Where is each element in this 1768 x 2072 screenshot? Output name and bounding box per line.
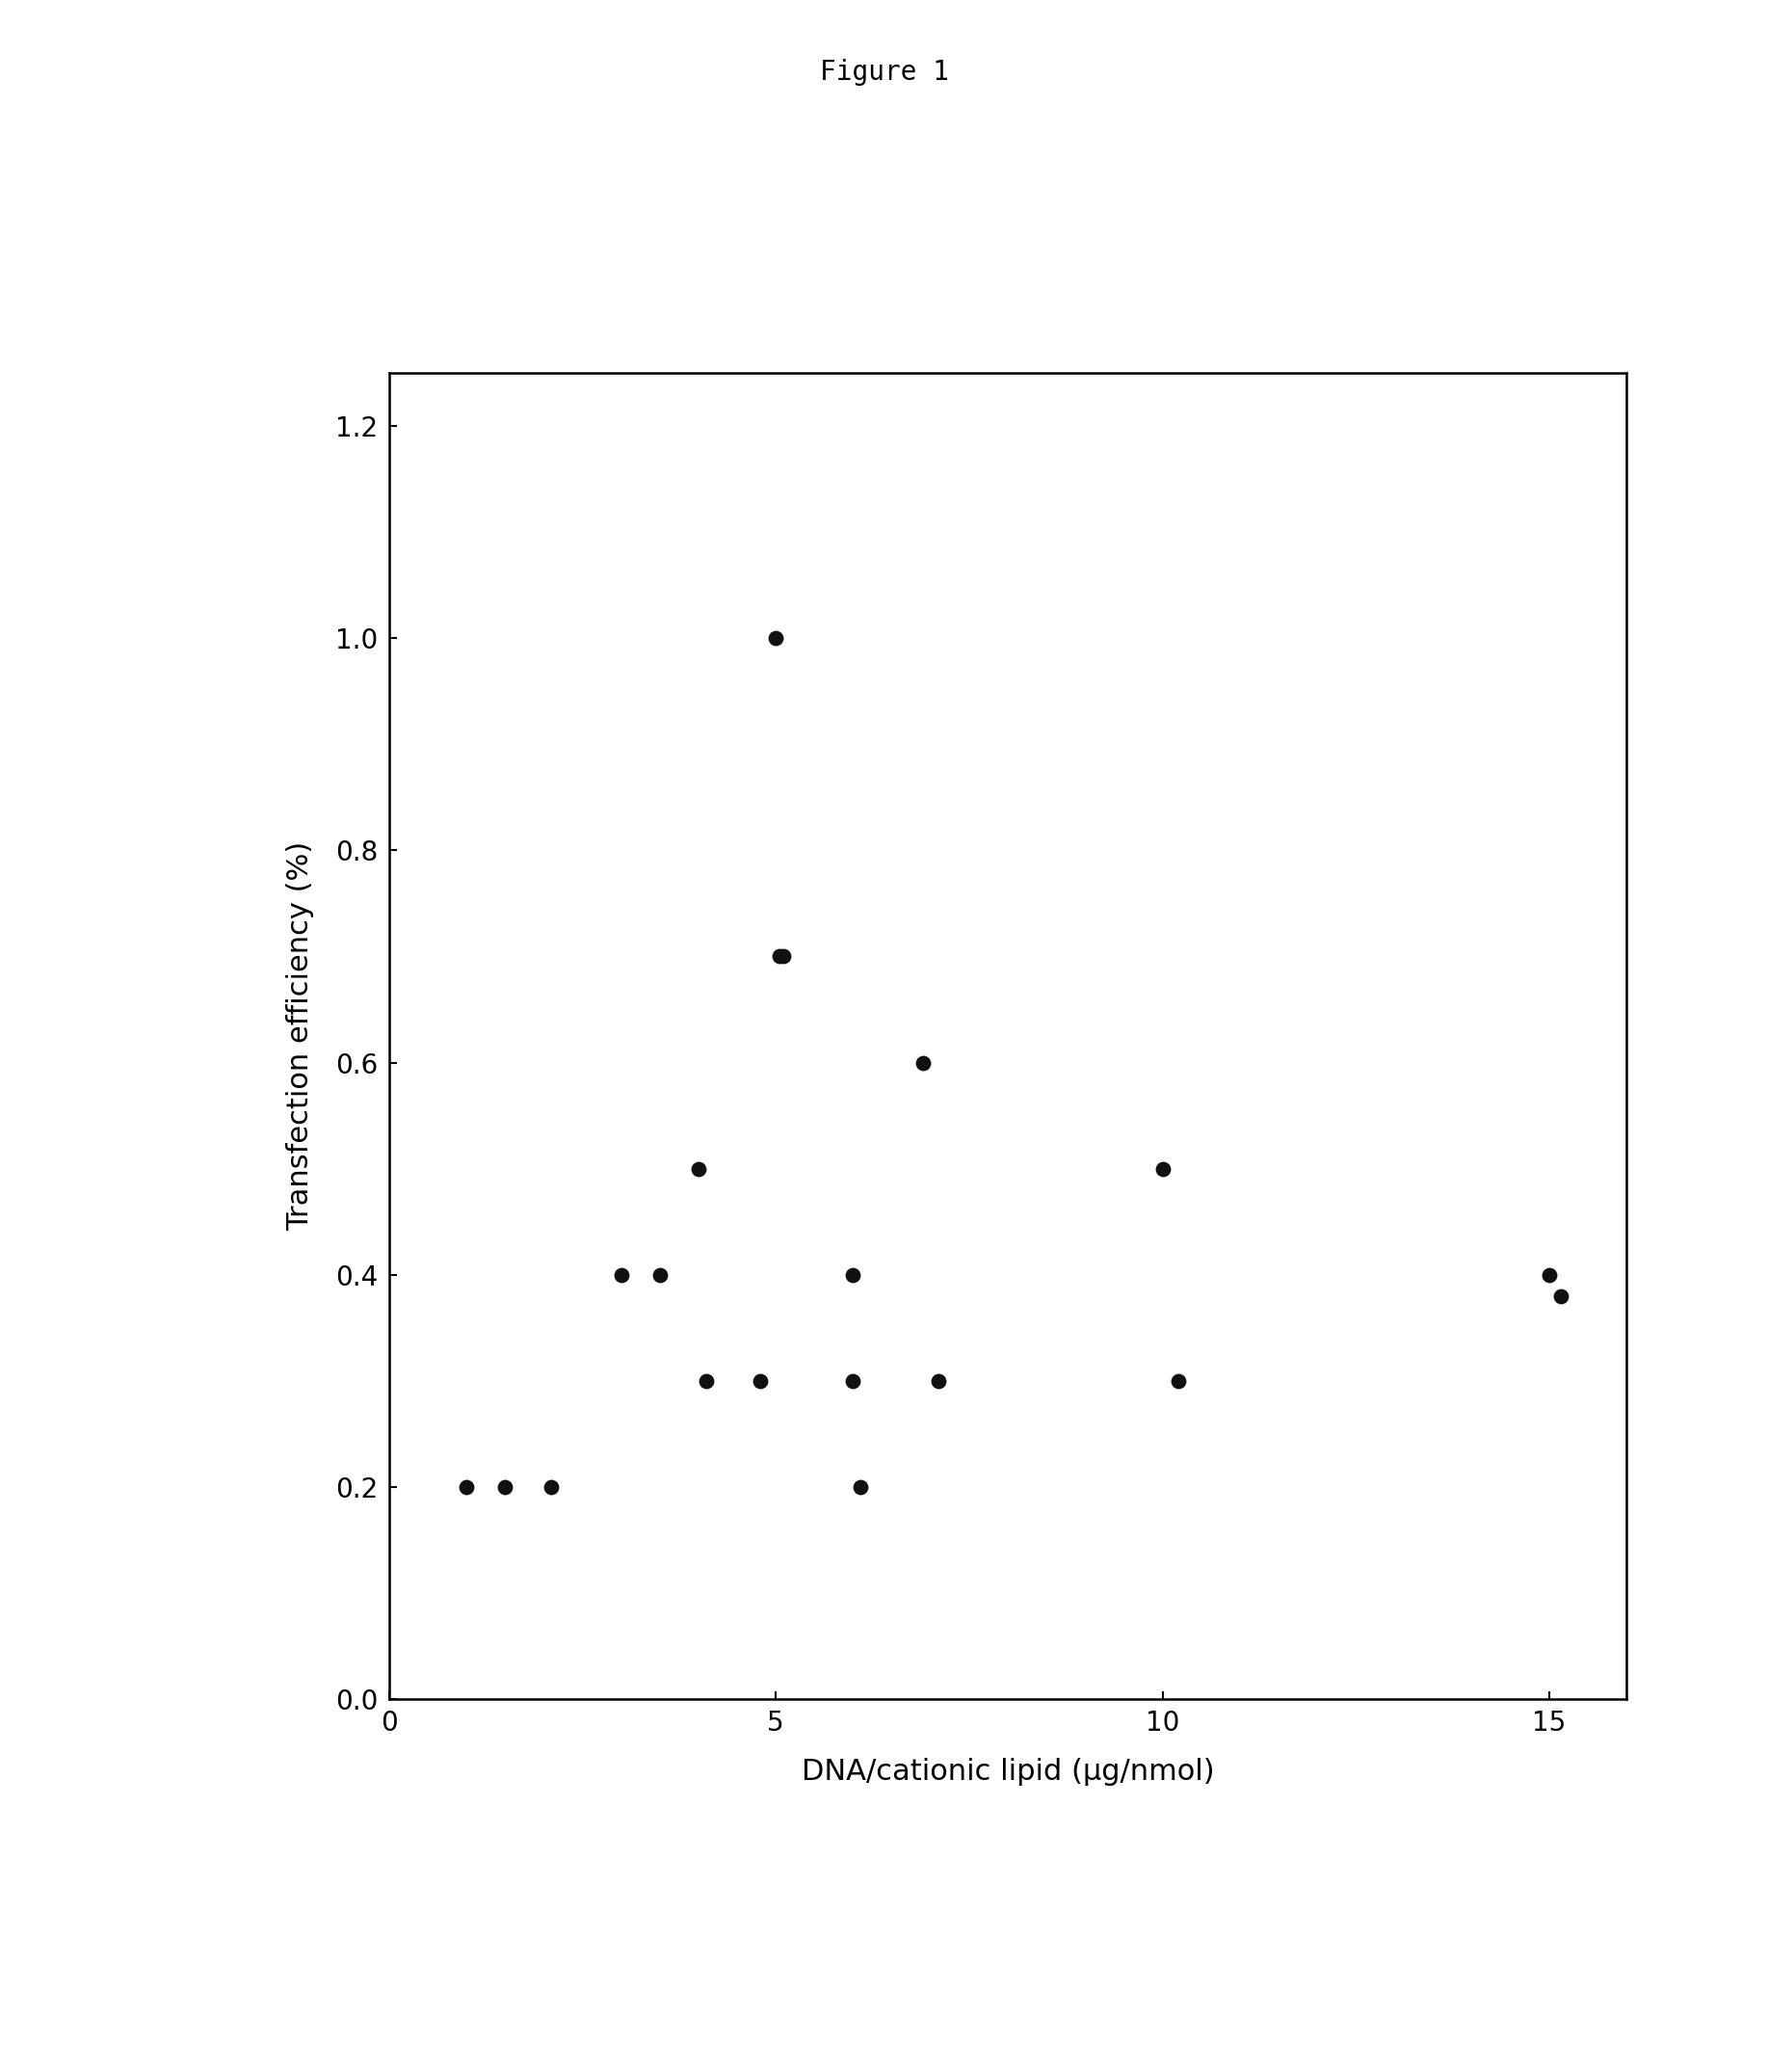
Y-axis label: Transfection efficiency (%): Transfection efficiency (%)	[286, 841, 315, 1231]
Point	[769, 941, 797, 974]
Point	[606, 1258, 635, 1291]
Point	[847, 1471, 875, 1504]
Point	[746, 1363, 774, 1397]
Point	[1149, 1152, 1177, 1185]
Point	[766, 941, 794, 974]
Point	[684, 1152, 713, 1185]
Point	[453, 1471, 481, 1504]
Point	[1547, 1278, 1575, 1312]
Point	[537, 1471, 566, 1504]
Point	[691, 1363, 720, 1397]
Point	[838, 1258, 866, 1291]
Text: Figure 1: Figure 1	[819, 58, 949, 87]
Point	[909, 1046, 937, 1080]
Point	[925, 1363, 953, 1397]
Point	[492, 1471, 520, 1504]
Point	[762, 622, 790, 655]
X-axis label: DNA/cationic lipid (μg/nmol): DNA/cationic lipid (μg/nmol)	[801, 1759, 1215, 1786]
Point	[1163, 1363, 1192, 1397]
Point	[1535, 1258, 1563, 1291]
Point	[645, 1258, 674, 1291]
Point	[838, 1363, 866, 1397]
